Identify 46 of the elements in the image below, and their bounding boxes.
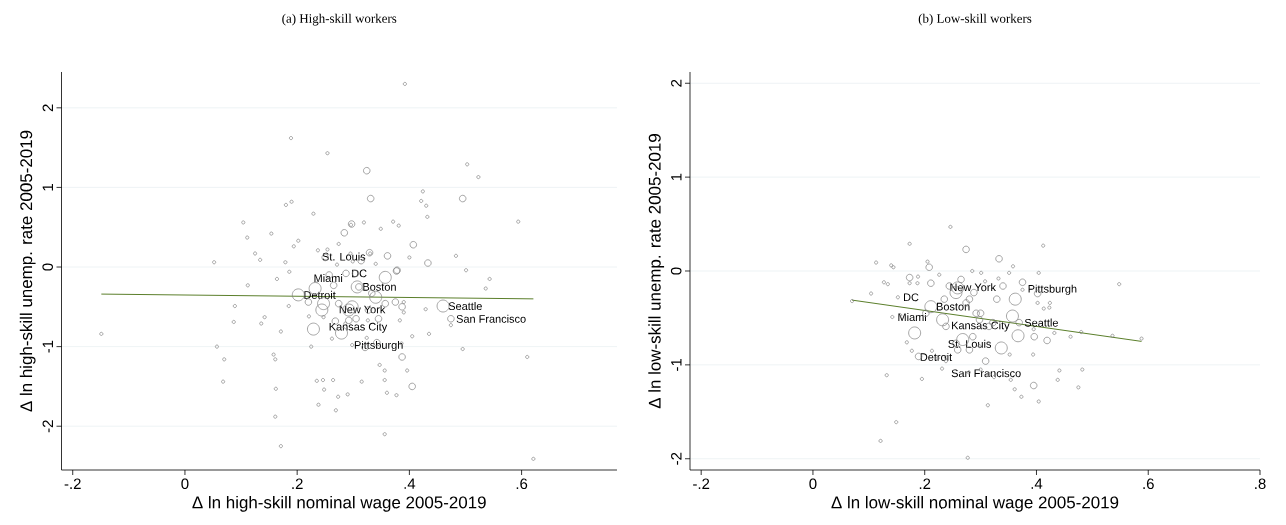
annotation: New York xyxy=(339,305,386,314)
annotation: Boston xyxy=(363,283,396,291)
y-tick-label: -2 xyxy=(42,420,53,433)
x-tick-label: -.2 xyxy=(64,478,81,489)
annotation: Boston xyxy=(936,302,970,311)
chart-title: (b) Low-skill workers xyxy=(918,13,1032,26)
y-tick-label: 0 xyxy=(670,267,682,275)
x-tick-label: 0 xyxy=(809,478,817,490)
annotation: DC xyxy=(352,269,367,278)
x-tick-label: .6 xyxy=(1143,478,1154,490)
x-tick-label: .4 xyxy=(1031,478,1043,489)
annotation: Seattle xyxy=(448,302,482,311)
x-axis-title: Δ ln high-skill nominal wage 2005-2019 xyxy=(192,495,486,512)
annotation: New York xyxy=(950,283,996,292)
x-tick-label: .4 xyxy=(404,478,416,489)
annotation: Pittsburgh xyxy=(354,340,403,352)
annotation: St. Louis xyxy=(322,252,366,261)
x-tick-label: -.2 xyxy=(693,478,710,489)
y-axis-title: Δ ln high-skill unemp. rate 2005-2019 xyxy=(19,130,36,412)
chart-title: (a) High-skill workers xyxy=(282,13,397,26)
annotation: San Francisco xyxy=(951,369,1021,378)
y-axis-title: Δ ln low-skill unemp. rate 2005-2019 xyxy=(648,134,665,409)
y-tick-label: -1 xyxy=(42,340,53,353)
annotation: San Francisco xyxy=(456,314,526,323)
y-tick-label: -2 xyxy=(671,452,682,465)
x-tick-label: .2 xyxy=(292,478,303,489)
annotation: Kansas City xyxy=(952,321,1010,332)
y-tick-label: -1 xyxy=(671,358,682,371)
y-tick-label: 1 xyxy=(42,183,53,191)
y-tick-label: 1 xyxy=(671,173,682,181)
x-tick-label: .2 xyxy=(919,478,931,489)
annotation: Pittsburgh xyxy=(1028,284,1077,295)
y-tick-label: 0 xyxy=(42,263,53,271)
x-tick-label: 0 xyxy=(181,478,189,490)
annotation: Detroit xyxy=(920,352,953,361)
annotation: St. Louis xyxy=(948,339,992,348)
y-tick-label: 2 xyxy=(671,79,682,87)
annotation: Kansas City xyxy=(329,322,388,333)
annotation: Seattle xyxy=(1024,318,1058,327)
x-tick-label: .6 xyxy=(516,478,528,490)
x-axis-title: Δ ln low-skill nominal wage 2005-2019 xyxy=(831,495,1119,512)
annotation: Miami xyxy=(898,312,926,322)
y-tick-label: 2 xyxy=(42,104,53,112)
annotation: Miami xyxy=(314,274,343,283)
annotation: DC xyxy=(904,293,919,302)
x-tick-label: .8 xyxy=(1255,478,1266,490)
